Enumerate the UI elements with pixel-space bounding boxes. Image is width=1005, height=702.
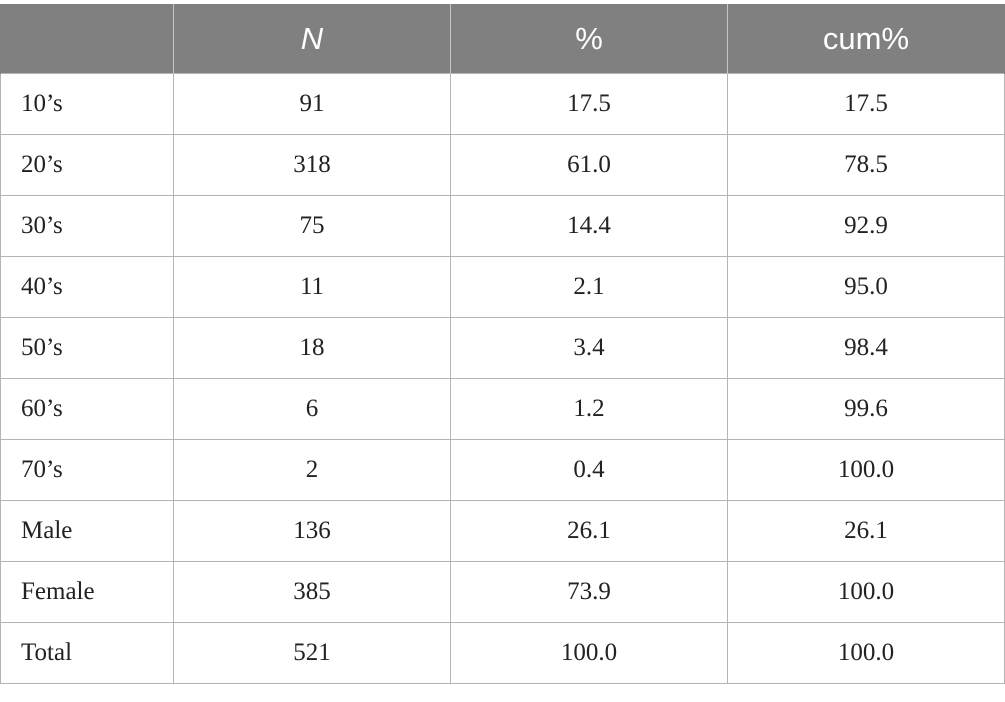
cell-n: 6	[173, 378, 451, 440]
table-row: 50’s 18 3.4 98.4	[0, 317, 1005, 379]
row-label: Male	[0, 500, 174, 562]
cell-cum-percent: 26.1	[727, 500, 1005, 562]
table-row: Male 136 26.1 26.1	[0, 500, 1005, 562]
cell-n: 318	[173, 134, 451, 196]
table-row: Female 385 73.9 100.0	[0, 561, 1005, 623]
row-label: 30’s	[0, 195, 174, 257]
cell-n: 75	[173, 195, 451, 257]
cell-cum-percent: 99.6	[727, 378, 1005, 440]
table-row: 70’s 2 0.4 100.0	[0, 439, 1005, 501]
header-cell-label	[0, 4, 174, 74]
row-label: 40’s	[0, 256, 174, 318]
demographics-table: N % cum% 10’s 91 17.5 17.5 20’s 318 61.0…	[0, 4, 1005, 684]
table-row: Total 521 100.0 100.0	[0, 622, 1005, 684]
cell-n: 2	[173, 439, 451, 501]
cell-percent: 73.9	[450, 561, 728, 623]
cell-cum-percent: 100.0	[727, 622, 1005, 684]
table-row: 20’s 318 61.0 78.5	[0, 134, 1005, 196]
row-label: 20’s	[0, 134, 174, 196]
table-row: 60’s 6 1.2 99.6	[0, 378, 1005, 440]
table-row: 40’s 11 2.1 95.0	[0, 256, 1005, 318]
row-label: 70’s	[0, 439, 174, 501]
cell-n: 385	[173, 561, 451, 623]
header-cell-n: N	[173, 4, 451, 74]
cell-cum-percent: 17.5	[727, 73, 1005, 135]
cell-cum-percent: 78.5	[727, 134, 1005, 196]
cell-cum-percent: 95.0	[727, 256, 1005, 318]
cell-cum-percent: 92.9	[727, 195, 1005, 257]
row-label: 60’s	[0, 378, 174, 440]
cell-n: 521	[173, 622, 451, 684]
cell-percent: 61.0	[450, 134, 728, 196]
cell-percent: 2.1	[450, 256, 728, 318]
cell-percent: 26.1	[450, 500, 728, 562]
cell-n: 11	[173, 256, 451, 318]
header-cell-cum-percent: cum%	[727, 4, 1005, 74]
cell-percent: 100.0	[450, 622, 728, 684]
row-label: Total	[0, 622, 174, 684]
cell-percent: 14.4	[450, 195, 728, 257]
cell-cum-percent: 98.4	[727, 317, 1005, 379]
header-cell-percent: %	[450, 4, 728, 74]
cell-n: 91	[173, 73, 451, 135]
cell-cum-percent: 100.0	[727, 561, 1005, 623]
table-row: 10’s 91 17.5 17.5	[0, 73, 1005, 135]
cell-cum-percent: 100.0	[727, 439, 1005, 501]
cell-n: 136	[173, 500, 451, 562]
row-label: 10’s	[0, 73, 174, 135]
cell-percent: 17.5	[450, 73, 728, 135]
row-label: 50’s	[0, 317, 174, 379]
cell-percent: 0.4	[450, 439, 728, 501]
row-label: Female	[0, 561, 174, 623]
cell-percent: 3.4	[450, 317, 728, 379]
header-row: N % cum%	[0, 4, 1005, 74]
table-row: 30’s 75 14.4 92.9	[0, 195, 1005, 257]
cell-percent: 1.2	[450, 378, 728, 440]
cell-n: 18	[173, 317, 451, 379]
